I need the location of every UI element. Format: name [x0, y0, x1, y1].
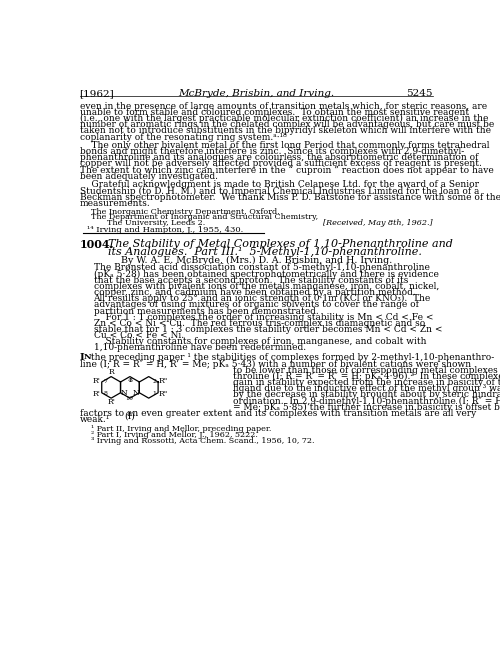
Text: number of aromatic rings in the chelated complex will be advantageous, but care : number of aromatic rings in the chelated… [80, 120, 494, 129]
Text: The Brønsted acid dissociation constant of 5-methyl-1,10-phenanthroline: The Brønsted acid dissociation constant … [94, 263, 429, 272]
Text: complexes with bivalent ions of the metals manganese, iron, cobalt, nickel,: complexes with bivalent ions of the meta… [94, 282, 439, 291]
Text: (pKₐ 5·28) has been obtained spectrophotometrically and there is evidence: (pKₐ 5·28) has been obtained spectrophot… [94, 270, 438, 278]
Text: R': R' [93, 377, 101, 385]
Text: R": R" [159, 390, 168, 398]
Text: 10: 10 [126, 396, 134, 401]
Text: (i.e., one with the largest practicable molecular extinction coefficient) an inc: (i.e., one with the largest practicable … [80, 114, 488, 123]
Text: Beckman spectrophotometer.  We thank Miss P. D. Batstone for assistance with som: Beckman spectrophotometer. We thank Miss… [80, 193, 500, 202]
Text: N: N [132, 389, 139, 398]
Text: by the decrease in stability brought about by steric hindrance to co-: by the decrease in stability brought abo… [233, 390, 500, 400]
Text: Zn < Co < Ni < Cu.  The red ferrous tris-complex is diamagnetic and so: Zn < Co < Ni < Cu. The red ferrous tris-… [94, 319, 425, 328]
Text: 5245: 5245 [406, 89, 433, 98]
Text: ligand due to the inductive effect of the methyl group ³ was outweighed: ligand due to the inductive effect of th… [233, 384, 500, 393]
Text: unable to form stable and coloured complexes.  To obtain the most sensitive reag: unable to form stable and coloured compl… [80, 108, 468, 117]
Text: copper, zinc, and cadmium have been obtained by a partition method.: copper, zinc, and cadmium have been obta… [94, 288, 415, 297]
Text: The extent to which zinc can interfere in the “ cuproin ” reaction does not appe: The extent to which zinc can interfere i… [80, 166, 494, 175]
Text: partition measurements has been demonstrated.: partition measurements has been demonstr… [94, 307, 318, 316]
Text: McBryde, Brisbin, and Irving.: McBryde, Brisbin, and Irving. [178, 89, 334, 98]
Text: 2: 2 [152, 379, 156, 384]
Text: gain in stability expected from the increase in basicity of the parent: gain in stability expected from the incr… [233, 378, 500, 387]
Text: For 1 : 1 complexes the order of increasing stability is Mn < Cd < Fe <: For 1 : 1 complexes the order of increas… [94, 312, 433, 322]
Text: 8: 8 [104, 391, 108, 396]
Text: the preceding paper ¹ the stabilities of complexes formed by 2-methyl-1,10-phena: the preceding paper ¹ the stabilities of… [88, 354, 494, 362]
Text: 1: 1 [152, 391, 156, 396]
Text: 1004.: 1004. [80, 239, 114, 250]
Text: The only other bivalent metal of the first long Period that commonly forms tetra: The only other bivalent metal of the fir… [80, 141, 489, 150]
Text: taken not to introduce substituents in the bipyridyl skeleton which will interfe: taken not to introduce substituents in t… [80, 126, 490, 136]
Text: throline (I; R = R’ = R″ = H; pKₐ 4·96).²  In these complexes the: throline (I; R = R’ = R″ = H; pKₐ 4·96).… [233, 372, 500, 381]
Text: 3: 3 [128, 379, 132, 383]
Text: The Department of Inorganic and Structural Chemistry,: The Department of Inorganic and Structur… [91, 214, 318, 221]
Text: [Received, May 8th, 1962.]: [Received, May 8th, 1962.] [324, 219, 433, 227]
Text: N: N [84, 354, 92, 362]
Text: All results apply to 25° and an ionic strength of 0·1m (KCl or KNO₃).  The: All results apply to 25° and an ionic st… [94, 294, 431, 303]
Text: bonds and might therefore interfere is zinc.  Since its complexes with 2,9-dimet: bonds and might therefore interfere is z… [80, 147, 464, 156]
Text: advantages of using mixtures of organic solvents to cover the range of: advantages of using mixtures of organic … [94, 301, 418, 309]
Text: By W. A. E. McBryde, (Mrs.) D. A. Brisbin, and H. Irving.: By W. A. E. McBryde, (Mrs.) D. A. Brisbi… [120, 255, 392, 265]
Text: R': R' [107, 398, 115, 406]
Text: ¹ Part II, Irving and Mellor, preceding paper.: ¹ Part II, Irving and Mellor, preceding … [91, 425, 272, 433]
Text: Stability constants for complexes of iron, manganese, and cobalt with: Stability constants for complexes of iro… [94, 337, 426, 346]
Text: stable that for 1 : 3 complexes the stability order becomes Mn < Cd < Zn <: stable that for 1 : 3 complexes the stab… [94, 325, 442, 334]
Text: The University, Leeds 2.: The University, Leeds 2. [106, 219, 205, 227]
Text: copper will not be adversely affected provided a sufficient excess of reagent is: copper will not be adversely affected pr… [80, 159, 481, 168]
Text: measurements.: measurements. [80, 198, 150, 208]
Text: Studentship (to D. H. M.) and to Imperial Chemical Industries Limited for the lo: Studentship (to D. H. M.) and to Imperia… [80, 187, 479, 196]
Text: [1962]: [1962] [80, 89, 114, 98]
Text: R': R' [93, 390, 101, 398]
Text: ordination.  In 2,9-dimethyl-1,10-phenanthroline (I; R″ = H, R = R’: ordination. In 2,9-dimethyl-1,10-phenant… [233, 397, 500, 405]
Text: Grateful acknowledgment is made to British Celanese Ltd. for the award of a Seni: Grateful acknowledgment is made to Briti… [80, 180, 478, 189]
Text: 7: 7 [104, 379, 108, 384]
Text: = Me; pKₐ 5·85) the further increase in basicity is offset by steric: = Me; pKₐ 5·85) the further increase in … [233, 403, 500, 412]
Text: line (I; R = R″ = H, R’ = Me; pKₐ 5·43) with a number of bivalent cations were s: line (I; R = R″ = H, R’ = Me; pKₐ 5·43) … [80, 360, 470, 369]
Text: been adequately investigated.: been adequately investigated. [80, 172, 218, 181]
Text: its Analogues.  Part III.¹  5-Methyl-1,10-phenanthroline.: its Analogues. Part III.¹ 5-Methyl-1,10-… [108, 247, 422, 257]
Text: coplanarity of the resonating ring system.ᵃ·¹⁸: coplanarity of the resonating ring syste… [80, 132, 286, 141]
Text: I: I [80, 354, 84, 362]
Text: to be lower than those of corresponding metal complexes of 1,10-phenan-: to be lower than those of corresponding … [233, 365, 500, 375]
Text: 1,10-phenanthroline have been redetermined.: 1,10-phenanthroline have been redetermin… [94, 343, 306, 352]
Text: factors to an even greater extent and its complexes with transition metals are a: factors to an even greater extent and it… [80, 409, 476, 418]
Text: The Stability of Metal Complexes of 1,10-Phenanthroline and: The Stability of Metal Complexes of 1,10… [108, 239, 453, 249]
Text: Cu < Co < Fe < Ni.: Cu < Co < Fe < Ni. [94, 331, 184, 340]
Text: (I): (I) [124, 412, 136, 421]
Text: phenanthroline and its analogues are colourless, the absorptiometric determinati: phenanthroline and its analogues are col… [80, 153, 478, 162]
Text: ² Part I, Irving and Mellor, J., 1962, 5222.: ² Part I, Irving and Mellor, J., 1962, 5… [91, 431, 258, 439]
Text: 4: 4 [128, 379, 132, 383]
Text: N: N [121, 389, 128, 398]
Text: ³ Irving and Rossotti, Acta Chem. Scand., 1956, 10, 72.: ³ Irving and Rossotti, Acta Chem. Scand.… [91, 437, 314, 445]
Text: weak.¹: weak.¹ [80, 415, 110, 424]
Text: The Inorganic Chemistry Department, Oxford.: The Inorganic Chemistry Department, Oxfo… [91, 208, 280, 216]
Text: R: R [109, 368, 114, 376]
Text: ¹⁴ Irving and Hampton, J., 1955, 430.: ¹⁴ Irving and Hampton, J., 1955, 430. [88, 226, 244, 234]
Text: even in the presence of large amounts of transition metals which, for steric rea: even in the presence of large amounts of… [80, 102, 486, 111]
Text: R": R" [159, 377, 168, 385]
Text: that the base accepts a second proton.  The stability constants of its: that the base accepts a second proton. T… [94, 276, 408, 285]
